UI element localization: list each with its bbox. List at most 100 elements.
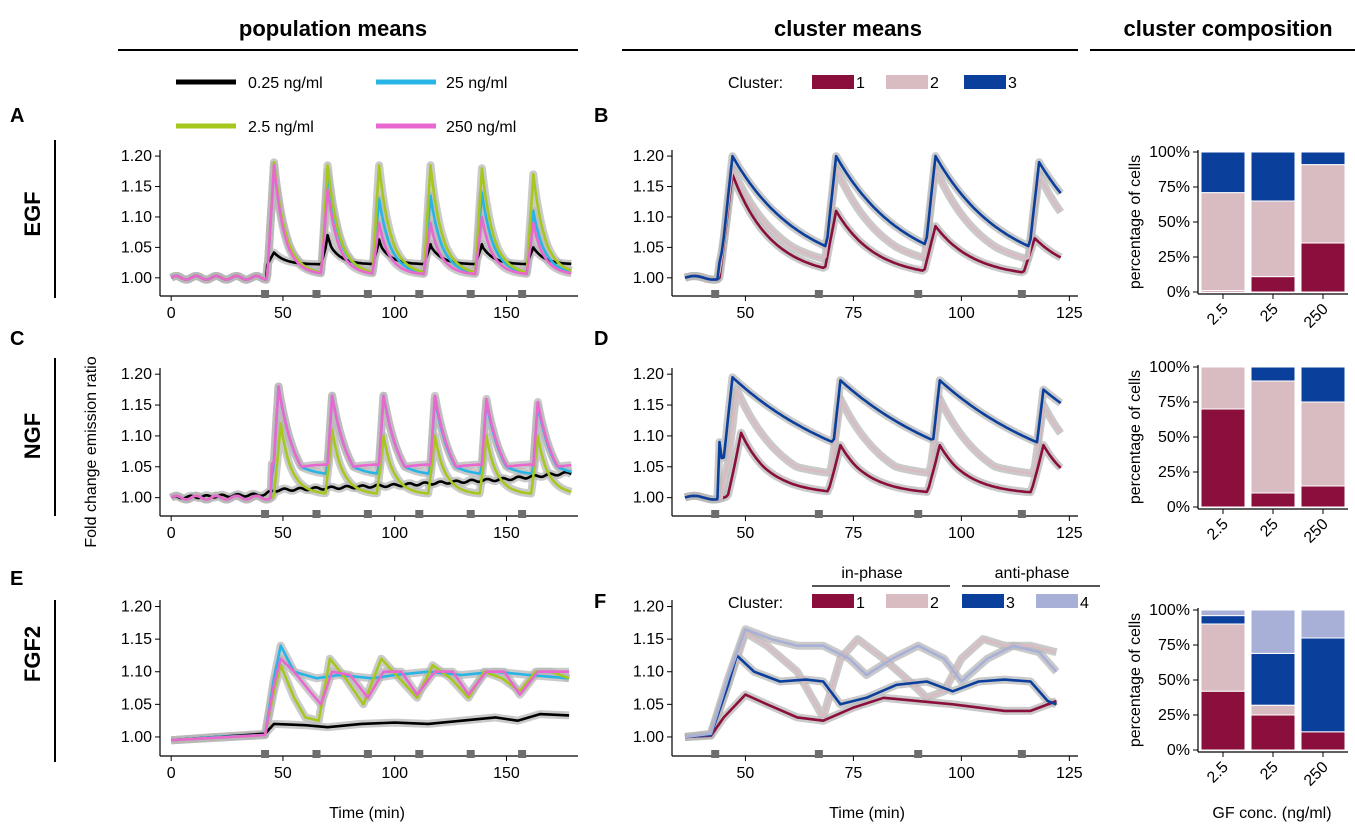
- composition-chart-ngf: percentage of cells 0% 25% 50% 75% 100% 2.5 25 2…: [1127, 359, 1348, 547]
- legend-clusters: Cluster: 1 2 3: [728, 75, 1017, 92]
- y-tick-label: 1.05: [633, 696, 664, 713]
- series-line-250-ng-ml: [171, 657, 570, 742]
- stimulus-marker: [261, 290, 270, 298]
- legend-cluster-label-3: 3: [1008, 75, 1017, 92]
- bar-segment-cluster-1: [1250, 714, 1296, 751]
- stimulus-marker: [814, 290, 823, 298]
- legend-f-swatch-4: [1036, 594, 1078, 608]
- bar-y-tick-label: 75%: [1158, 637, 1190, 654]
- stimulus-marker: [363, 750, 372, 758]
- y-tick-label: 1.10: [121, 664, 152, 681]
- series-line-250-ng-ml: [170, 385, 572, 501]
- x-tick-label: 150: [493, 305, 520, 322]
- bar-x-tick-label: 25: [1257, 516, 1282, 541]
- bar-segment-cluster-1: [1300, 485, 1346, 508]
- y-axis-title: Fold change emission ratio: [83, 356, 100, 547]
- bar-y-tick-label: 0%: [1167, 284, 1190, 301]
- stimulus-marker: [415, 290, 424, 298]
- legend-cluster-label-1: 1: [856, 75, 865, 92]
- bar-segment-cluster-2: [1250, 380, 1296, 494]
- stimulus-marker: [711, 750, 720, 758]
- bar-y-tick-label: 25%: [1158, 707, 1190, 724]
- bar-segment-cluster-2: [1300, 164, 1346, 244]
- x-tick-label: 50: [274, 765, 292, 782]
- chart-panel-b: 1.00 1.05 1.10 1.15 1.20 50 75 100 125: [633, 148, 1083, 322]
- stimulus-marker: [415, 750, 424, 758]
- bar-segment-cluster-3: [1250, 652, 1296, 706]
- y-tick-label: 1.20: [121, 148, 152, 165]
- row-label-egf: EGF: [20, 191, 45, 236]
- stimulus-marker: [1017, 290, 1026, 298]
- y-tick-label: 1.10: [633, 428, 664, 445]
- series-line-2-5-ng-ml: [171, 657, 570, 742]
- bar-segment-cluster-3: [1250, 151, 1296, 202]
- bar-segment-cluster-2: [1250, 704, 1296, 716]
- x-tick-label: 100: [381, 305, 408, 322]
- x-tick-label: 0: [167, 305, 176, 322]
- bar-y-tick-label: 100%: [1149, 144, 1190, 161]
- bar-x-tick-label: 250: [1301, 759, 1332, 790]
- bar-segment-cluster-2: [1250, 200, 1296, 278]
- column-title-cluster-means: cluster means: [774, 16, 922, 41]
- bar-y-tick-label: 100%: [1149, 359, 1190, 376]
- stimulus-marker: [312, 750, 321, 758]
- bar-segment-cluster-1: [1200, 408, 1246, 508]
- bar-x-tick-label: 25: [1257, 301, 1282, 326]
- legend-label-2-5: 2.5 ng/ml: [248, 119, 314, 136]
- legend-f-swatch-2: [886, 594, 928, 608]
- series-line-250-ng-ml: [170, 163, 572, 281]
- y-tick-label: 1.15: [633, 631, 664, 648]
- legend-label-250: 250 ng/ml: [446, 119, 516, 136]
- x-tick-label: 125: [1056, 305, 1083, 322]
- x-tick-label: 125: [1056, 525, 1083, 542]
- column-title-cluster-composition: cluster composition: [1123, 16, 1332, 41]
- legend-cluster-swatch-1: [812, 75, 854, 89]
- bar-segment-cluster-1: [1200, 690, 1246, 751]
- bar-segment-cluster-1: [1250, 276, 1296, 293]
- stimulus-marker: [466, 750, 475, 758]
- legend-phase-in: in-phase: [841, 565, 902, 582]
- bar-x-tick-label: 25: [1257, 759, 1282, 784]
- legend-f-swatch-3: [962, 594, 1004, 608]
- bar-segment-cluster-2: [1200, 192, 1246, 292]
- bar-y-axis-title: percentage of cells: [1127, 370, 1144, 504]
- bar-segment-cluster-1: [1300, 242, 1346, 293]
- x-tick-label: 100: [948, 525, 975, 542]
- bar-x-tick-label: 250: [1301, 516, 1332, 547]
- bar-segment-cluster-1: [1300, 731, 1346, 751]
- stimulus-marker: [261, 750, 270, 758]
- x-tick-label: 50: [274, 525, 292, 542]
- legend-phase-anti: anti-phase: [995, 565, 1070, 582]
- bar-y-tick-label: 0%: [1167, 499, 1190, 516]
- panel-letter-a: A: [10, 105, 24, 127]
- x-tick-label: 75: [845, 765, 863, 782]
- bar-segment-cluster-3: [1300, 151, 1346, 166]
- stimulus-marker: [312, 510, 321, 518]
- stimulus-marker: [312, 290, 321, 298]
- series-line-1: [684, 173, 1062, 281]
- x-tick-label: 50: [737, 525, 755, 542]
- panel-letter-d: D: [594, 328, 608, 350]
- x-tick-label: 150: [493, 525, 520, 542]
- bar-y-tick-label: 50%: [1158, 672, 1190, 689]
- stimulus-marker: [1017, 750, 1026, 758]
- series-line-3: [684, 154, 1062, 281]
- legend-cluster-swatch-3: [964, 75, 1006, 89]
- panel-letter-e: E: [10, 568, 23, 590]
- bar-y-tick-label: 25%: [1158, 464, 1190, 481]
- bar-y-tick-label: 50%: [1158, 429, 1190, 446]
- bar-segment-cluster-3: [1300, 637, 1346, 733]
- bar-y-tick-label: 25%: [1158, 249, 1190, 266]
- bar-segment-cluster-2: [1300, 401, 1346, 487]
- legend-label-25: 25 ng/ml: [446, 75, 507, 92]
- y-tick-label: 1.00: [633, 490, 664, 507]
- chart-panel-c: 1.00 1.05 1.10 1.15 1.20 0 50 100 150: [121, 366, 578, 542]
- panel-letter-c: C: [10, 328, 24, 350]
- x-tick-label: 100: [948, 765, 975, 782]
- chart-panel-d: 1.00 1.05 1.10 1.15 1.20 50 75 100 125: [633, 366, 1083, 542]
- stimulus-marker: [711, 510, 720, 518]
- x-tick-label: 50: [737, 765, 755, 782]
- y-tick-label: 1.00: [121, 490, 152, 507]
- legend-cluster-title-f: Cluster:: [728, 595, 783, 612]
- legend-f-label-2: 2: [930, 595, 939, 612]
